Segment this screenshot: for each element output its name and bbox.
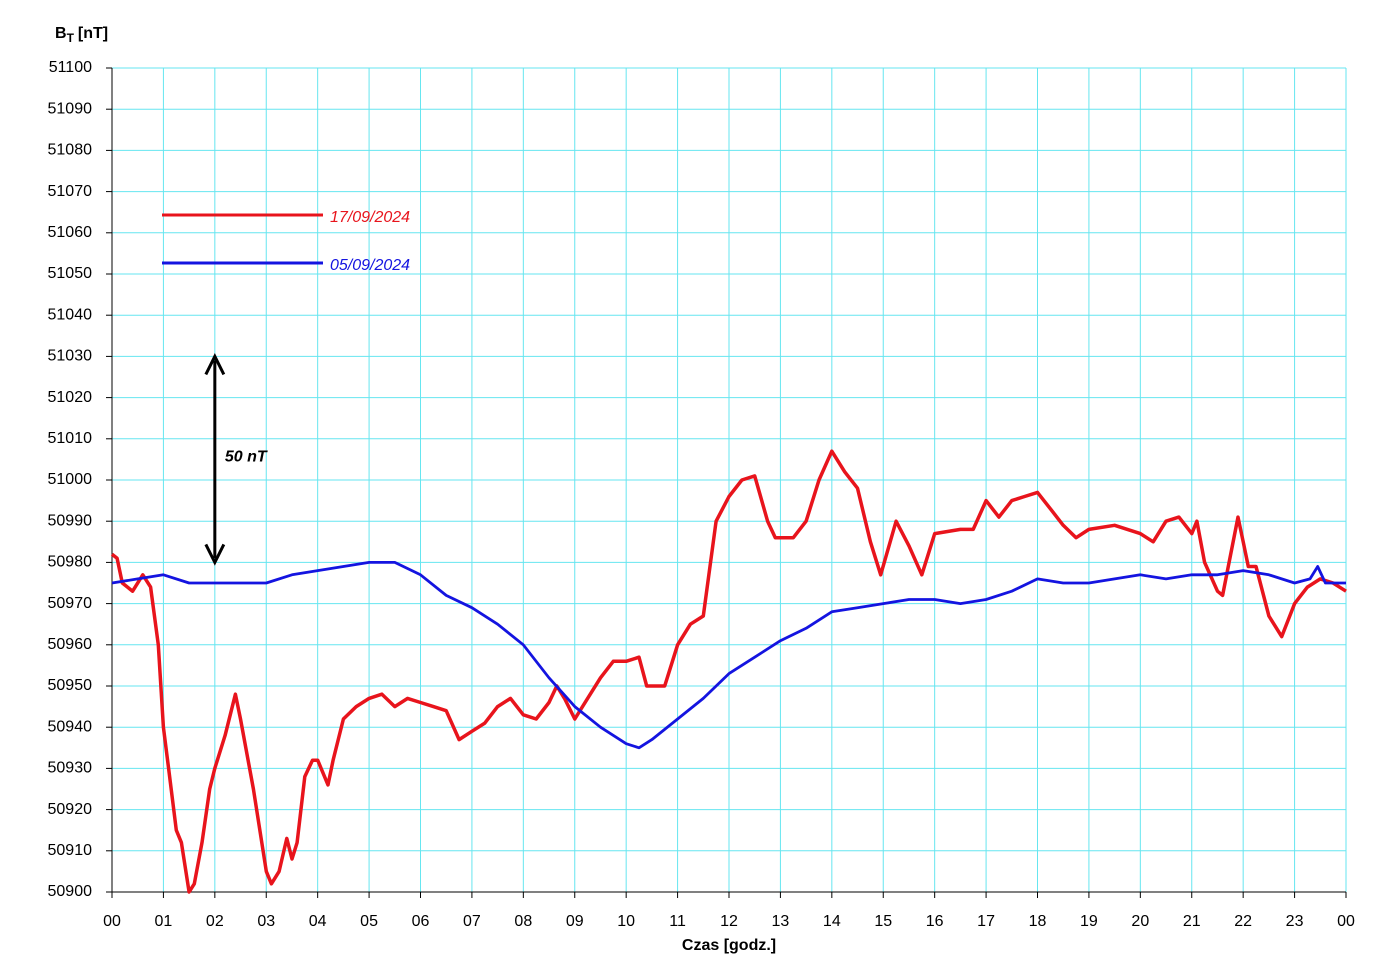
arrow-head: [204, 353, 226, 376]
x-axis-title: Czas [godz.]: [682, 937, 776, 954]
x-tick-label: 05: [360, 913, 378, 930]
y-tick-label: 51030: [48, 348, 93, 365]
x-tick-label: 14: [823, 913, 841, 930]
x-tick-label: 02: [206, 913, 224, 930]
y-tick-label: 50960: [48, 636, 93, 653]
x-tick-label: 19: [1080, 913, 1098, 930]
x-tick-label: 22: [1234, 913, 1252, 930]
arrow-head: [204, 543, 226, 566]
y-tick-label: 51080: [48, 142, 93, 159]
y-title-unit: [nT]: [78, 25, 108, 42]
x-tick-label: 17: [977, 913, 995, 930]
y-tick-label: 50900: [48, 883, 93, 900]
y-title-main: B: [55, 25, 67, 42]
x-tick-label: 18: [1029, 913, 1047, 930]
x-tick-label: 07: [463, 913, 481, 930]
y-tick-label: 50930: [48, 760, 93, 777]
y-tick-label: 51060: [48, 224, 93, 241]
y-tick-label: 51000: [48, 471, 93, 488]
x-tick-label: 10: [617, 913, 635, 930]
x-tick-label: 09: [566, 913, 584, 930]
y-tick-label: 51020: [48, 389, 93, 406]
x-tick-label: 08: [514, 913, 532, 930]
x-tick-label: 00: [1337, 913, 1355, 930]
y-tick-label: 50950: [48, 677, 93, 694]
y-tick-label: 50910: [48, 842, 93, 859]
x-tick-label: 00: [103, 913, 121, 930]
y-tick-label: 51090: [48, 100, 93, 117]
series-line: [111, 561, 1346, 750]
series-line: [110, 449, 1347, 894]
x-tick-label: 15: [874, 913, 892, 930]
x-tick-label: 13: [772, 913, 790, 930]
x-tick-label: 06: [412, 913, 430, 930]
y-tick-label: 50990: [48, 512, 93, 529]
legend-label: 05/09/2024: [330, 257, 410, 274]
y-tick-label: 51050: [48, 265, 93, 282]
y-tick-label: 50920: [48, 801, 93, 818]
y-tick-label: 50940: [48, 718, 93, 735]
y-tick-label: 51010: [48, 430, 93, 447]
legend-label: 17/09/2024: [330, 209, 410, 226]
y-axis-title: BT [nT]: [55, 25, 108, 45]
x-tick-label: 04: [309, 913, 327, 930]
x-tick-label: 01: [155, 913, 173, 930]
y-tick-label: 51100: [49, 59, 92, 76]
x-tick-label: 23: [1286, 913, 1304, 930]
x-tick-label: 21: [1183, 913, 1201, 930]
y-tick-label: 51040: [48, 306, 93, 323]
y-title-sub: T: [67, 31, 75, 45]
y-tick-label: 50970: [48, 595, 93, 612]
x-tick-label: 12: [720, 913, 738, 930]
x-tick-label: 16: [926, 913, 944, 930]
y-tick-label: 51070: [48, 183, 93, 200]
y-tick-label: 50980: [48, 554, 93, 571]
x-tick-label: 03: [257, 913, 275, 930]
x-tick-label: 20: [1131, 913, 1149, 930]
x-tick-label: 11: [669, 913, 686, 930]
annotation-label: 50 nT: [225, 449, 268, 466]
